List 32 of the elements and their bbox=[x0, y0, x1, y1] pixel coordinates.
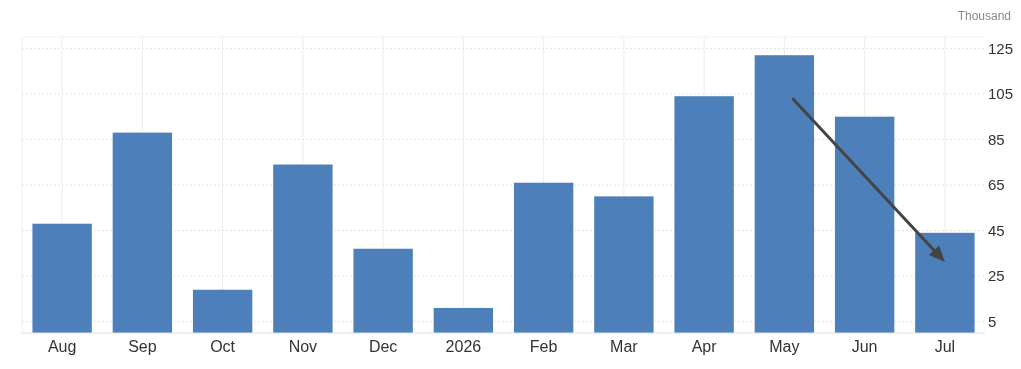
bar bbox=[834, 116, 895, 333]
x-tick-label: Sep bbox=[128, 338, 157, 355]
bar bbox=[674, 96, 734, 333]
y-tick-label: 85 bbox=[988, 130, 1005, 148]
x-tick-label: Oct bbox=[210, 338, 236, 355]
y-tick-label: 65 bbox=[988, 176, 1005, 194]
x-tick-label: Nov bbox=[288, 338, 318, 355]
bar bbox=[594, 196, 654, 333]
y-tick-label: 45 bbox=[988, 221, 1005, 239]
y-tick-label: 125 bbox=[988, 39, 1014, 57]
bar bbox=[112, 132, 173, 333]
bar bbox=[353, 248, 413, 333]
bar bbox=[513, 182, 574, 333]
bar bbox=[32, 223, 92, 333]
x-tick-label: Jul bbox=[934, 338, 956, 355]
y-tick-label: 5 bbox=[988, 312, 997, 330]
x-tick-label: May bbox=[769, 338, 800, 355]
x-tick-label: Feb bbox=[529, 338, 558, 355]
x-tick-label: 2026 bbox=[445, 338, 482, 355]
x-tick-label: Dec bbox=[368, 338, 398, 355]
x-tick-label: Apr bbox=[691, 338, 718, 355]
y-tick-label: 105 bbox=[988, 85, 1014, 103]
y-tick-label: 25 bbox=[988, 267, 1005, 285]
x-tick-label: Aug bbox=[47, 338, 77, 355]
bar bbox=[754, 55, 815, 333]
bar bbox=[915, 232, 975, 333]
bar bbox=[192, 289, 253, 333]
bar bbox=[273, 164, 333, 333]
bar bbox=[433, 307, 494, 333]
x-tick-label: Mar bbox=[610, 338, 639, 355]
x-tick-label: Jun bbox=[851, 338, 878, 355]
y-axis-title: Thousand bbox=[957, 9, 1011, 23]
